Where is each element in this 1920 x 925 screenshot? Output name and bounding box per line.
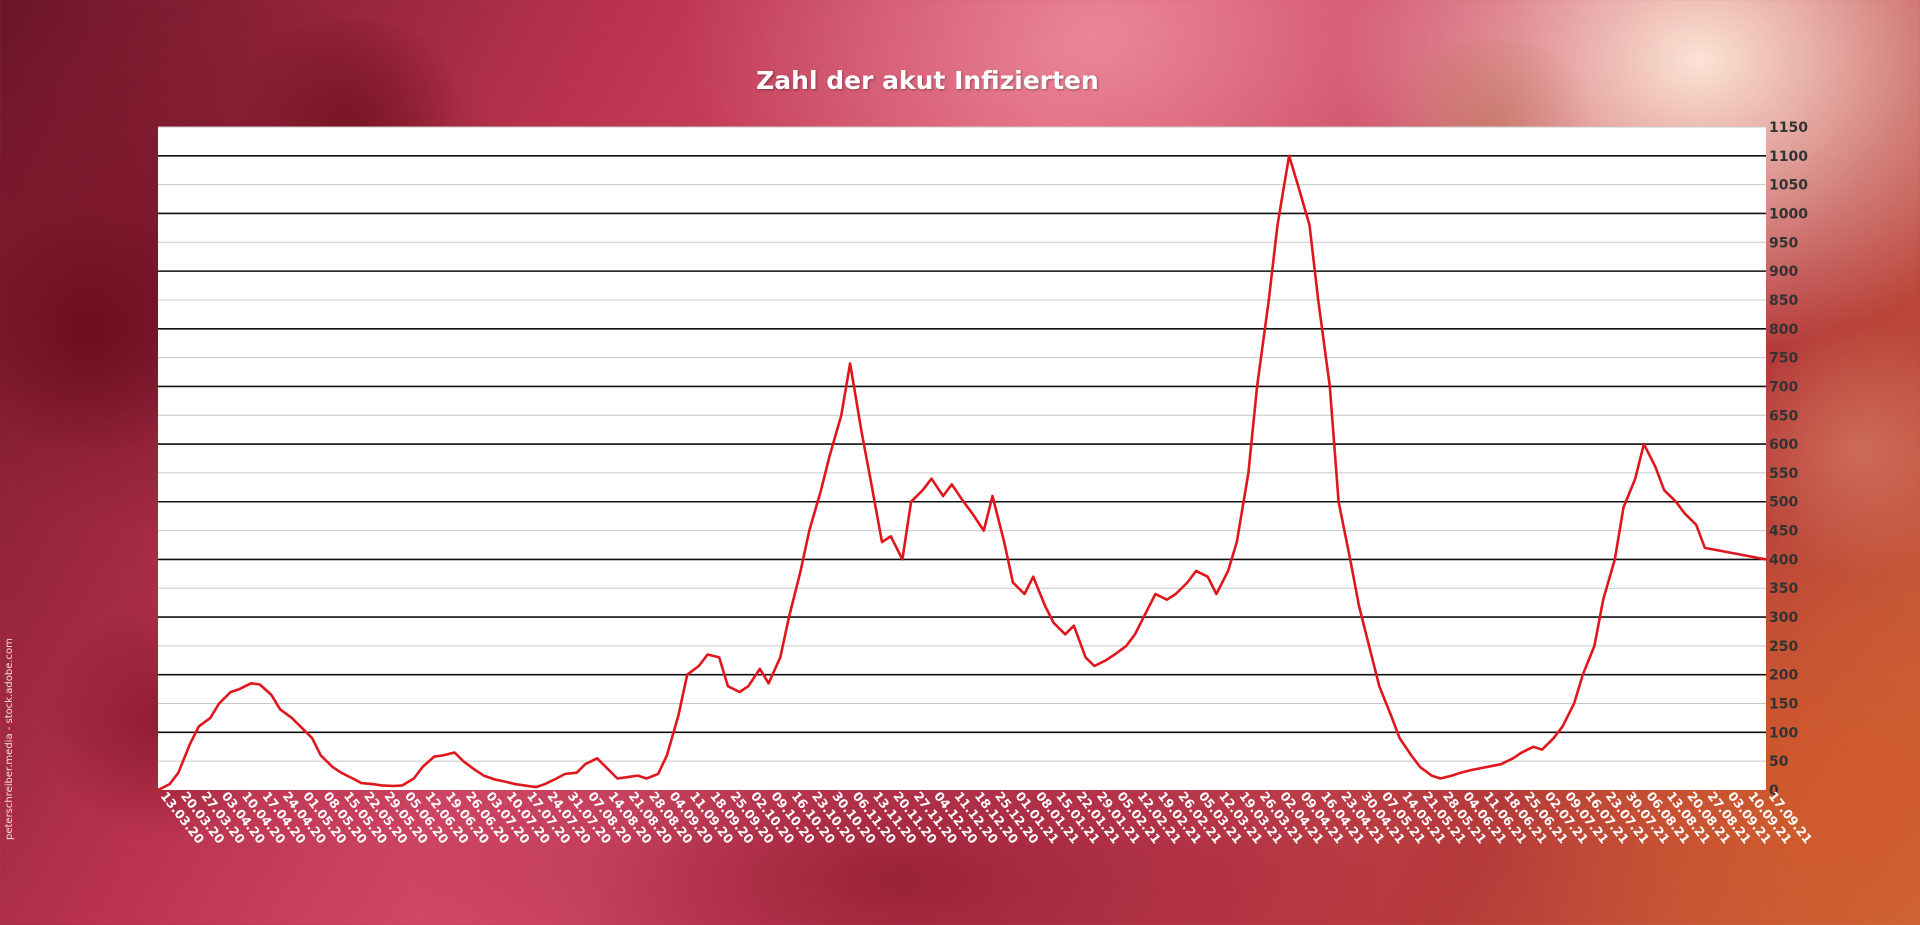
- y-tick-label: 1000: [1769, 206, 1808, 222]
- y-axis-ticks: 0 50 100 150 200 250 300 350 400 450 500 550 600 650 7…: [1769, 120, 1808, 799]
- y-tick-label: 1150: [1769, 120, 1808, 136]
- y-tick-label: 1100: [1769, 149, 1808, 165]
- y-tick-label: 900: [1769, 264, 1798, 280]
- series-line: [156, 154, 1768, 792]
- x-axis-ticks: 13.03.2020.03.2027.03.2003.04.2010.04.20…: [158, 789, 1816, 847]
- series-layer: [156, 154, 1768, 792]
- y-tick-label: 350: [1769, 581, 1798, 597]
- y-tick-label: 100: [1769, 725, 1798, 741]
- y-tick-label: 150: [1769, 697, 1798, 713]
- y-tick-label: 450: [1769, 524, 1798, 540]
- image-credit: peterschreiber.media - stock.adobe.com: [4, 638, 15, 840]
- y-tick-label: 700: [1769, 379, 1798, 395]
- y-tick-label: 500: [1769, 495, 1798, 511]
- y-tick-label: 200: [1769, 668, 1798, 684]
- y-tick-label: 50: [1769, 754, 1789, 770]
- y-tick-label: 650: [1769, 408, 1798, 424]
- y-tick-label: 800: [1769, 322, 1798, 338]
- y-tick-label: 850: [1769, 293, 1798, 309]
- y-tick-label: 400: [1769, 552, 1798, 568]
- y-tick-label: 750: [1769, 351, 1798, 367]
- y-tick-label: 600: [1769, 437, 1798, 453]
- chart-title: Zahl der akut Infizierten: [756, 66, 1099, 95]
- y-tick-label: 0: [1769, 783, 1779, 799]
- y-tick-label: 250: [1769, 639, 1798, 655]
- y-tick-label: 1050: [1769, 178, 1808, 194]
- grid-lines: [158, 126, 1766, 762]
- y-tick-label: 550: [1769, 466, 1798, 482]
- plot-area: [158, 127, 1766, 790]
- y-tick-label: 950: [1769, 235, 1798, 251]
- y-tick-label: 300: [1769, 610, 1798, 626]
